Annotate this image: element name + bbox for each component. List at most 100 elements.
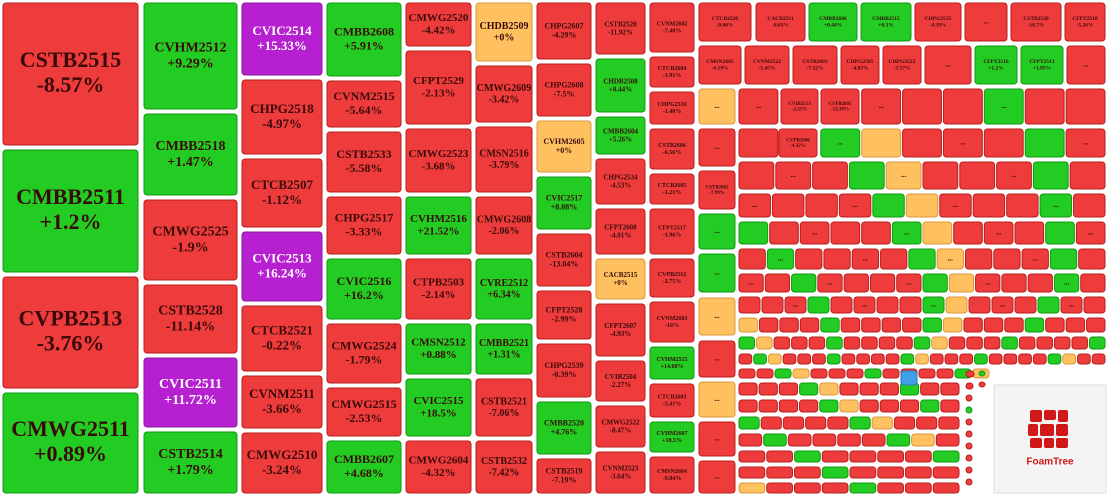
tile-ellipsis: ... [1083, 61, 1089, 69]
tile-change: -2.75% [663, 279, 682, 285]
tile-change: -3.68% [422, 161, 456, 173]
tile-box [932, 466, 960, 479]
tile-box [902, 317, 922, 333]
tile-box [738, 128, 779, 158]
tile-box [1045, 317, 1065, 333]
tile-code: CTCB2604 [658, 66, 687, 72]
tile-change: -3.79% [489, 160, 520, 171]
tile-box [475, 258, 533, 320]
tile-change: -1.12% [262, 192, 302, 207]
tile-box [143, 284, 238, 354]
tile-ellipsis: ... [863, 255, 869, 263]
tile-change: -1.21% [663, 190, 682, 196]
tile-box [756, 336, 773, 350]
tile-box [758, 382, 778, 396]
tile-box [965, 430, 973, 438]
tile-code: CVHM2515 [657, 357, 688, 363]
tile-box [891, 221, 922, 245]
tile-box [817, 273, 843, 293]
tile-box [326, 196, 402, 255]
tile-code: CHPG2516 [657, 102, 686, 108]
tile-code: CTCB2605 [658, 183, 687, 189]
tile-box [698, 213, 736, 250]
tile-change: -7.99% [709, 191, 724, 196]
tile-box [784, 296, 807, 314]
tile-ellipsis: ... [1069, 301, 1075, 309]
tile-box [2, 149, 139, 273]
tile-box [881, 317, 902, 333]
logo-cell [1056, 438, 1068, 448]
tile-box [840, 317, 861, 333]
tile-box [760, 416, 782, 430]
logo-icon [1028, 410, 1068, 448]
tile-box [864, 368, 882, 379]
tile-change: -7.57% [894, 66, 911, 72]
tile-box [849, 416, 871, 430]
tile-box [536, 63, 592, 117]
tile-code: CVHM2605 [543, 137, 584, 146]
tile-box [942, 88, 983, 125]
tile-box [882, 45, 922, 85]
tile-box [649, 421, 695, 453]
tile-box [738, 482, 766, 494]
tile-box [861, 128, 902, 158]
tile-ellipsis: ... [714, 395, 720, 403]
tile-box [536, 458, 592, 494]
tile-box [974, 45, 1018, 85]
tile-box [326, 2, 402, 77]
tile-box [900, 353, 915, 365]
tile-box [911, 433, 935, 447]
tile-change: +18.5% [662, 438, 682, 444]
tile-box [964, 248, 993, 270]
tile-code: CTCB2521 [251, 322, 313, 337]
tile-ellipsis: ... [1001, 102, 1007, 110]
tile-box [756, 368, 774, 379]
tile-box [1010, 2, 1062, 42]
tile-box [795, 248, 823, 270]
tile-box [241, 375, 323, 429]
tile-box [405, 323, 472, 375]
tile-box [972, 193, 1006, 218]
tile-box [899, 296, 922, 314]
tile-ellipsis: ... [953, 201, 959, 209]
tile-box [766, 466, 793, 479]
tile-box [761, 296, 784, 314]
tile-box [779, 317, 799, 333]
tile-box [405, 258, 472, 320]
tile-box [536, 120, 592, 173]
tile-box [799, 382, 819, 396]
tile-ellipsis: ... [852, 201, 858, 209]
tile-box [475, 65, 533, 123]
tile-code: CFPT2607 [604, 322, 637, 330]
tile-code: CVHM2607 [657, 431, 688, 437]
tile-box [920, 382, 940, 396]
tile-box [1003, 353, 1018, 365]
tile-box [861, 221, 891, 245]
tile-box [886, 433, 911, 447]
tile-box [899, 399, 920, 413]
tile-ellipsis: ... [945, 61, 951, 69]
tile-change: -7.32% [807, 66, 824, 72]
tile-change: +5.91% [344, 38, 384, 52]
tile-box [241, 79, 323, 155]
tile-box [978, 381, 986, 388]
tile-box [698, 253, 736, 293]
tile-box [966, 336, 983, 350]
tile-box [326, 131, 402, 193]
tile-box [1086, 317, 1106, 333]
tile-code: CSTB2520 [604, 20, 637, 28]
tile-box [143, 431, 238, 494]
tile-box [880, 248, 908, 270]
tile-change: -4.32% [790, 144, 805, 149]
tile-ellipsis: ... [714, 435, 720, 443]
tile-box [885, 161, 922, 190]
tile-box [738, 416, 760, 430]
tile-box [649, 128, 695, 170]
tile-box [902, 88, 942, 125]
tile-box [2, 276, 139, 389]
tile-box [859, 382, 879, 396]
tile-box [326, 323, 402, 384]
tile-box [475, 196, 533, 255]
tile-ellipsis: ... [756, 102, 762, 110]
tile-box [1032, 161, 1069, 190]
